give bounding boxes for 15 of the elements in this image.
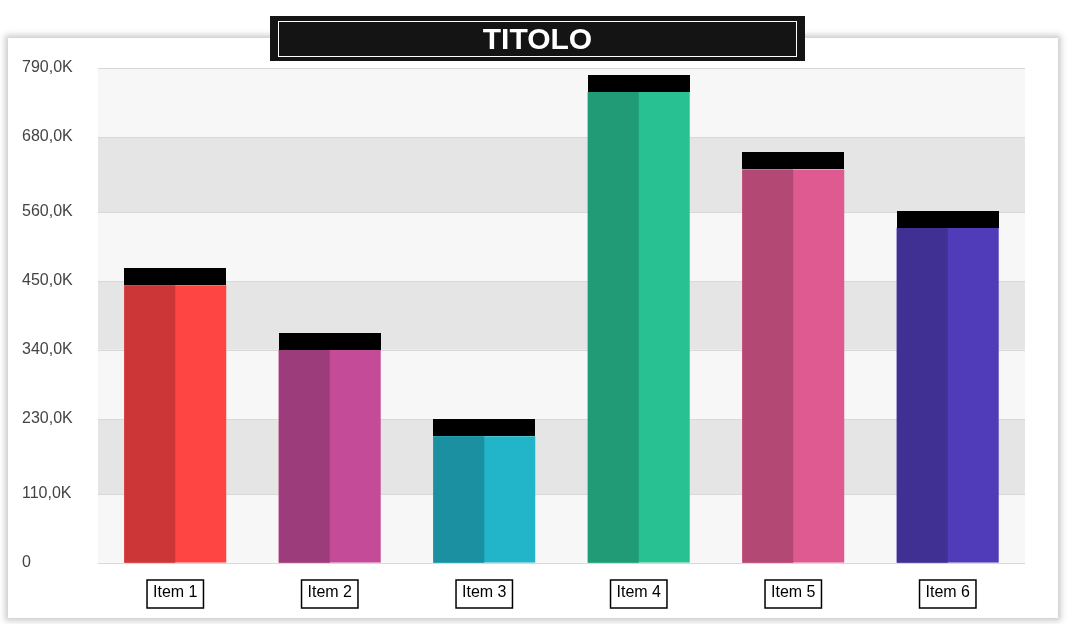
y-tick-label: 680,0K <box>22 127 74 145</box>
x-tick-label: Item 1 <box>153 582 198 600</box>
x-tick-label: Item 3 <box>462 582 507 600</box>
y-tick-label: 560,0K <box>22 202 74 220</box>
chart-title: TITOLO <box>278 21 797 57</box>
x-tick-label: Item 4 <box>616 582 662 600</box>
y-tick-label: 450,0K <box>22 271 74 289</box>
x-tick-label: Item 6 <box>925 582 971 600</box>
y-tick-label: 0 <box>22 553 31 571</box>
x-tick-label: Item 2 <box>307 582 353 600</box>
y-tick-label: 110,0K <box>22 484 72 502</box>
x-tick-label: Item 5 <box>771 582 816 600</box>
y-tick-label: 790,0K <box>22 58 74 76</box>
y-tick-label: 230,0K <box>22 409 74 427</box>
y-tick-label: 340,0K <box>22 340 74 358</box>
